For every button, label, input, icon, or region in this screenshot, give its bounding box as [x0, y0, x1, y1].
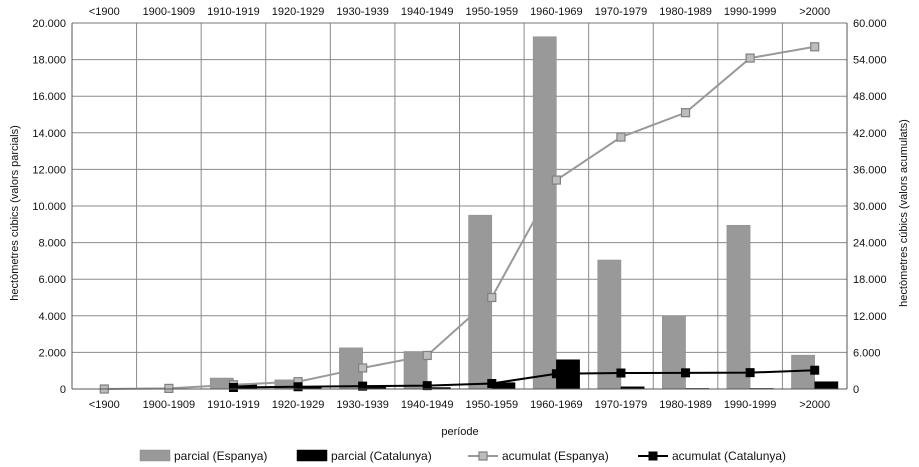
marker-acumulat-catalunya	[358, 381, 368, 391]
marker-acumulat-espanya	[164, 383, 174, 393]
legend-parcial-espanya-label: parcial (Espanya)	[174, 449, 267, 463]
y-right-tick-label: 48.000	[853, 91, 887, 103]
y-left-tick-label: 6.000	[38, 274, 66, 286]
marker-acumulat-espanya	[810, 42, 820, 52]
x-top-tick-label: >2000	[799, 6, 830, 18]
marker-acumulat-espanya	[422, 350, 432, 361]
marker-acumulat-espanya	[616, 132, 626, 142]
x-tick-label: <1900	[89, 399, 120, 411]
y-left-tick-label: 14.000	[32, 128, 66, 140]
bars	[145, 36, 839, 390]
marker-acumulat-catalunya	[551, 369, 561, 379]
x-tick-label: 1900-1909	[143, 399, 196, 411]
line-acumulat-espanya	[104, 45, 815, 390]
x-tick-label: 1950-1959	[465, 399, 518, 411]
bar-parcial-catalunya	[814, 381, 839, 390]
y-right-tick-label: 24.000	[853, 238, 887, 250]
marker-acumulat-catalunya	[487, 379, 497, 389]
x-top-tick-label: 1930-1939	[336, 6, 389, 18]
x-top-tick-label: 1980-1989	[659, 6, 712, 18]
x-tick-label: 1940-1949	[401, 399, 454, 411]
x-top-tick-label: 1970-1979	[595, 6, 648, 18]
x-tick-label: >2000	[799, 399, 830, 411]
x-tick-label: 1960-1969	[530, 399, 583, 411]
x-tick-label: 1980-1989	[659, 399, 712, 411]
bar-parcial-espanya	[726, 224, 751, 390]
x-tick-label: 1910-1919	[207, 399, 260, 411]
y-right-tick-label: 54.000	[853, 55, 887, 67]
y-left-tick-label: 12.000	[32, 164, 66, 176]
y-right-tick-label: 36.000	[853, 164, 887, 176]
x-tick-label: 1990-1999	[724, 399, 777, 411]
x-top-tick-label: 1950-1959	[465, 6, 518, 18]
y-left-tick-label: 18.000	[32, 55, 66, 67]
y-left-tick-label: 8.000	[38, 238, 66, 250]
y-left-tick-label: 2.000	[38, 347, 66, 359]
y-left-tick-label: 0	[60, 384, 66, 396]
x-axis-title: període	[441, 426, 478, 438]
y-right-tick-label: 30.000	[853, 201, 887, 213]
y-right-tick-label: 0	[853, 384, 859, 396]
bar-parcial-espanya	[662, 315, 686, 390]
legend-acumulat-catalunya-label: acumulat (Catalunya)	[672, 449, 786, 463]
y-left-tick-label: 16.000	[32, 91, 66, 103]
x-top-tick-label: 1960-1969	[530, 6, 583, 18]
y-right-tick-label: 6.000	[853, 347, 881, 359]
legend-acumulat-catalunya-marker	[648, 451, 658, 461]
marker-acumulat-catalunya	[810, 365, 820, 375]
legend-acumulat-espanya-label: acumulat (Espanya)	[502, 449, 609, 463]
y-right-tick-label: 12.000	[853, 311, 887, 323]
legend-parcial-catalunya-swatch	[296, 449, 328, 462]
x-top-tick-label: 1900-1909	[143, 6, 196, 18]
marker-acumulat-espanya	[358, 363, 368, 373]
y-right-tick-label: 60.000	[853, 18, 887, 30]
marker-acumulat-catalunya	[681, 368, 691, 378]
y-left-tick-label: 20.000	[32, 18, 66, 30]
marker-acumulat-espanya	[680, 108, 691, 118]
tick-labels: 0 2.000 4.000 6.000 8.000 10.000 12.000 14.000 1…	[32, 6, 886, 411]
x-top-tick-label: 1910-1919	[207, 6, 260, 18]
marker-acumulat-espanya	[551, 175, 561, 185]
bar-parcial-espanya	[532, 36, 557, 390]
y-right-tick-label: 18.000	[853, 274, 887, 286]
left-y-axis-title: hectòmetres cúbics (valors parcials)	[9, 125, 21, 300]
legend-parcial-espanya-swatch	[139, 449, 171, 462]
legend-acumulat-espanya-marker	[478, 451, 488, 461]
legend-parcial-catalunya-label: parcial (Catalunya)	[331, 449, 432, 463]
marker-acumulat-catalunya	[616, 368, 626, 378]
right-y-axis-title: hectòmetres cúbics (valors acumulats)	[898, 119, 910, 307]
x-top-tick-label: 1940-1949	[401, 6, 454, 18]
marker-acumulat-espanya	[745, 53, 755, 63]
marker-acumulat-catalunya	[745, 368, 755, 378]
y-left-tick-label: 10.000	[32, 201, 66, 213]
marker-acumulat-espanya	[487, 292, 497, 303]
y-left-tick-label: 4.000	[38, 311, 66, 323]
legend: parcial (Espanya) parcial (Catalunya) acum…	[139, 449, 786, 463]
x-top-tick-label: 1990-1999	[724, 6, 777, 18]
y-right-tick-label: 42.000	[853, 128, 887, 140]
x-tick-label: 1930-1939	[336, 399, 389, 411]
x-tick-label: 1970-1979	[595, 399, 648, 411]
marker-acumulat-catalunya	[422, 381, 432, 391]
axes	[71, 22, 848, 390]
x-top-tick-label: 1920-1929	[272, 6, 325, 18]
x-top-tick-label: <1900	[89, 6, 120, 18]
marker-acumulat-catalunya	[293, 382, 303, 392]
marker-acumulat-catalunya	[228, 382, 238, 392]
x-tick-label: 1920-1929	[272, 399, 325, 411]
line-acumulat-catalunya	[233, 369, 815, 389]
